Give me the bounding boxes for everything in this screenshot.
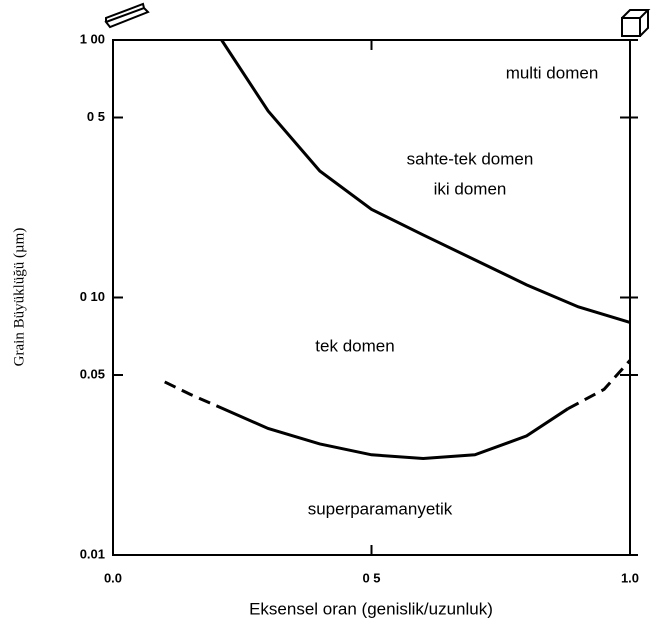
curve xyxy=(215,404,569,461)
annotation: sahte-tek domen xyxy=(407,149,534,168)
x-tick-label: 1.0 xyxy=(621,570,639,585)
x-tick-label: 0.0 xyxy=(104,570,122,585)
cube-icon xyxy=(621,9,651,37)
y-tick-label: 0 10 xyxy=(80,289,105,304)
y-tick-label: 0 5 xyxy=(87,109,105,124)
plot-frame xyxy=(112,39,631,556)
y-tick-label: 0.01 xyxy=(80,546,105,561)
curve xyxy=(220,39,631,324)
y-tick-label: 1 00 xyxy=(80,31,105,46)
x-axis-label: Eksensel oran (genislik/uzunluk) xyxy=(249,599,493,618)
y-axis-label: Grain Büyüklüğü (µm) xyxy=(11,228,27,367)
curve xyxy=(567,359,632,411)
curve xyxy=(164,380,217,408)
x-tick-label: 0 5 xyxy=(362,570,380,585)
annotation: multi domen xyxy=(506,63,599,82)
prism-icon xyxy=(104,2,150,29)
annotation: iki domen xyxy=(434,179,507,198)
annotation: tek domen xyxy=(315,336,394,355)
y-tick-label: 0.05 xyxy=(80,366,105,381)
annotation: superparamanyetik xyxy=(308,499,453,518)
